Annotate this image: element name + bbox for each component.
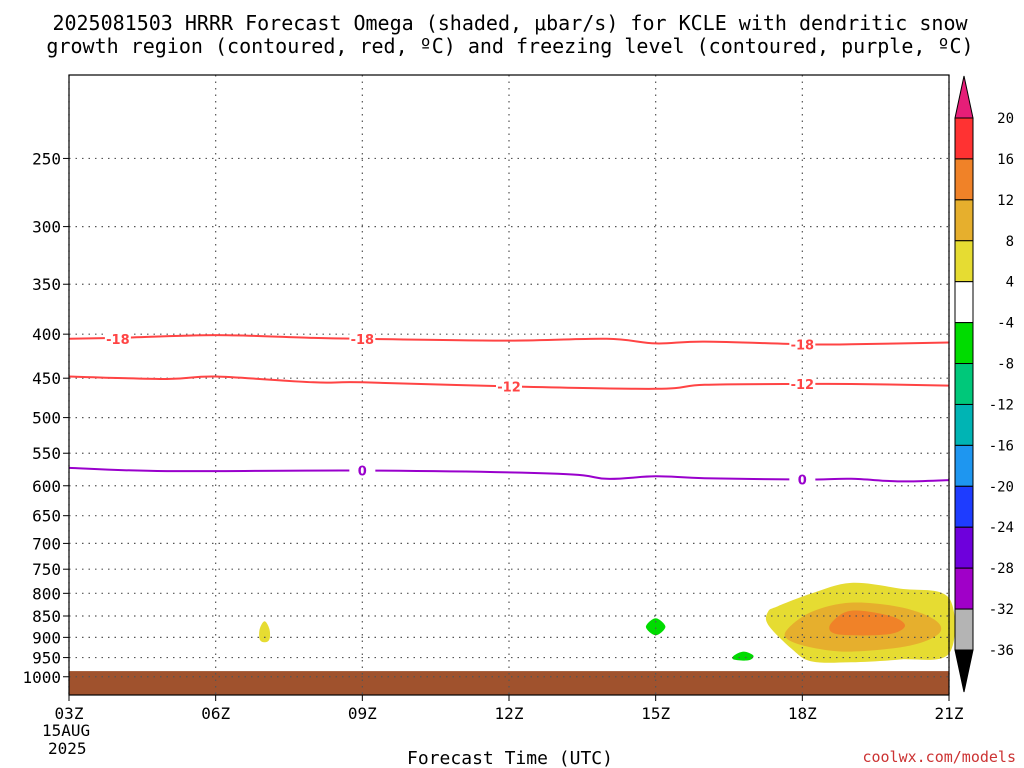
colorbar-segment-4	[954, 281, 974, 324]
colorbar-label-3: 8	[1006, 234, 1014, 250]
x-tick-label-3: 03Z	[55, 704, 84, 723]
colorbar-segment-0	[954, 117, 974, 160]
colorbar-segment-6	[954, 363, 974, 405]
colorbar-segment-8	[954, 444, 974, 487]
credit-text: coolwx.com/models	[862, 748, 1016, 766]
contour-line-0	[68, 334, 950, 346]
colorbar: 20 16 12 8 4 -4 -8 -12 -16 -20 -24 -28 -32 -36	[954, 75, 1014, 693]
contour-label-bg-1-0	[496, 378, 522, 395]
contour-label-bg-1-1	[789, 375, 816, 392]
contour-label-bg-0-2	[789, 336, 816, 353]
y-tick-label-650: 650	[32, 507, 61, 526]
colorbar-segment-5	[954, 322, 974, 365]
x-tick-label-12: 12Z	[495, 704, 524, 723]
contour-label-2-1: 0	[798, 473, 807, 488]
y-tick-label-700: 700	[32, 534, 61, 553]
colorbar-segment-2	[954, 199, 974, 242]
colorbar-label-0: 20	[997, 111, 1014, 127]
colorbar-label-1: 16	[997, 152, 1014, 168]
contour-line-2	[68, 466, 950, 483]
omega-shade-area-3	[259, 621, 271, 643]
ground-layer	[69, 671, 949, 695]
chart-title-line2: growth region (contoured, red, ºC) and f…	[46, 34, 973, 58]
y-tick-label-900: 900	[32, 628, 61, 647]
y-tick-label-750: 750	[32, 560, 61, 579]
colorbar-label-8: -16	[989, 438, 1014, 454]
colorbar-label-11: -28	[989, 561, 1014, 577]
x-tick-label-6: 06Z	[201, 704, 230, 723]
colorbar-top-triangle	[954, 75, 974, 119]
x-axis-ticks: 03Z 06Z 09Z 12Z 15Z 18Z 21Z	[55, 695, 964, 723]
colorbar-label-5: -4	[997, 316, 1014, 332]
y-tick-label-350: 350	[32, 275, 61, 294]
contour-label-0-0: -18	[106, 333, 130, 348]
x-tick-label-21: 21Z	[935, 704, 964, 723]
y-tick-label-1000: 1000	[22, 668, 61, 687]
colorbar-segment-11	[954, 567, 974, 610]
contour-label-0-1: -18	[351, 333, 375, 348]
x-tick-label-15: 15Z	[641, 704, 670, 723]
colorbar-label-6: -8	[997, 357, 1014, 373]
y-tick-label-800: 800	[32, 584, 61, 603]
contour-label-bg-0-0	[104, 330, 131, 347]
y-tick-label-250: 250	[32, 149, 61, 168]
y-tick-label-500: 500	[32, 409, 61, 428]
colorbar-segment-12	[954, 608, 974, 651]
colorbar-segment-7	[954, 403, 974, 446]
omega-shade-area-5	[732, 651, 754, 661]
omega-shade-area-2	[829, 610, 905, 636]
contour-label-bg-0-1	[349, 330, 376, 347]
y-tick-label-400: 400	[32, 325, 61, 344]
x-tick-label-9: 09Z	[348, 704, 377, 723]
colorbar-segment-9	[954, 485, 974, 528]
chart-title-line1: 2025081503 HRRR Forecast Omega (shaded, …	[52, 11, 968, 35]
y-tick-label-450: 450	[32, 369, 61, 388]
y-tick-label-600: 600	[32, 477, 61, 496]
y-axis-ticks: 250 300 350 400 450 500 550 600 650 700 750 800 850 9…	[22, 149, 69, 687]
colorbar-label-7: -12	[989, 397, 1014, 413]
colorbar-label-12: -32	[989, 602, 1014, 618]
omega-shading	[259, 582, 956, 663]
colorbar-label-10: -24	[989, 520, 1014, 536]
y-tick-label-300: 300	[32, 218, 61, 237]
x-date-label: 15AUG	[42, 721, 90, 740]
contour-label-bg-2-1	[789, 471, 816, 488]
omega-shade-area-4	[645, 618, 666, 636]
y-tick-label-550: 550	[32, 444, 61, 463]
colorbar-segment-10	[954, 526, 974, 569]
contour-label-1-1: -12	[791, 378, 815, 393]
contour-lines: -18 -18 -18 -12 -12 0 0	[68, 330, 950, 488]
contour-label-bg-2-0	[349, 462, 376, 479]
plot-frame	[68, 74, 950, 696]
contour-label-1-0: -12	[497, 380, 521, 395]
x-year-label: 2025	[48, 739, 87, 758]
colorbar-label-2: 12	[997, 193, 1014, 209]
colorbar-segment-1	[954, 158, 974, 201]
x-axis-label: Forecast Time (UTC)	[407, 748, 613, 768]
ground-fill	[69, 671, 949, 695]
y-tick-label-950: 950	[32, 649, 61, 668]
y-tick-label-850: 850	[32, 607, 61, 626]
contour-label-2-0: 0	[358, 465, 367, 480]
x-tick-label-18: 18Z	[788, 704, 817, 723]
colorbar-label-13: -36	[989, 643, 1014, 659]
colorbar-label-9: -20	[989, 479, 1014, 495]
colorbar-segment-3	[954, 240, 974, 283]
colorbar-label-4: 4	[1006, 275, 1014, 291]
colorbar-bottom-triangle	[954, 649, 974, 693]
contour-label-0-2: -18	[791, 338, 815, 353]
